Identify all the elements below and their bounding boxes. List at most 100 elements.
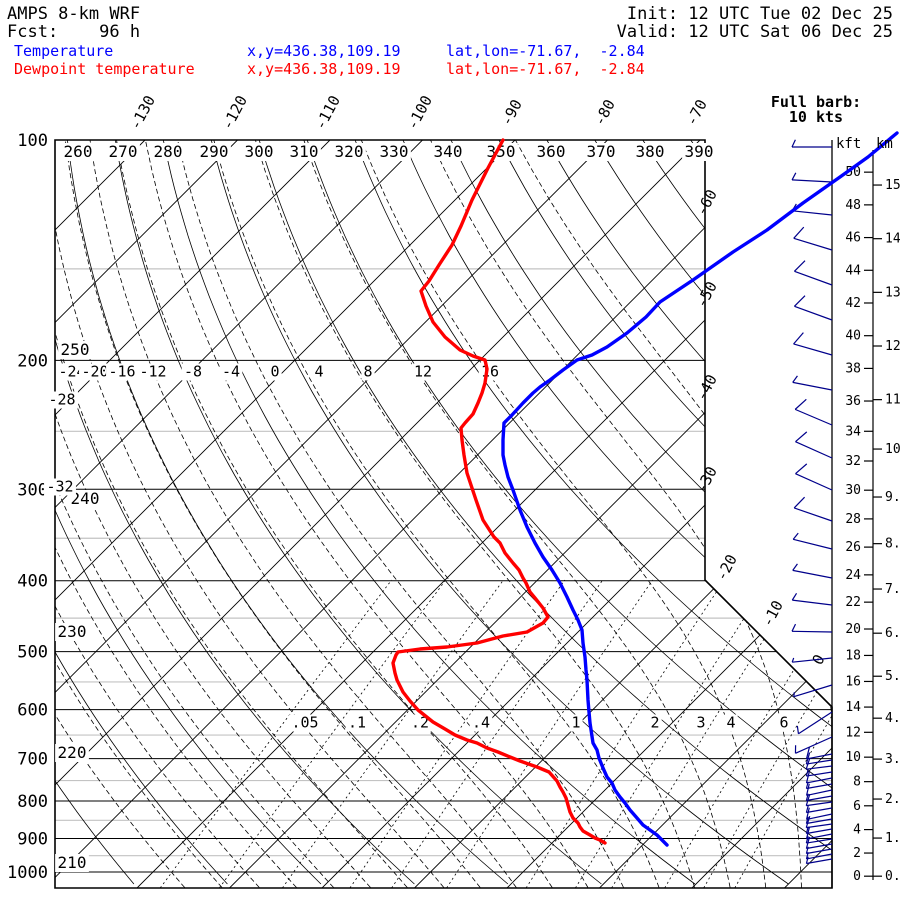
mixing-ratio-label: .2 bbox=[411, 714, 429, 732]
thetaw-label: -8 bbox=[184, 363, 202, 381]
thetaw-label: -12 bbox=[139, 363, 166, 381]
km-tick-label: 7. bbox=[885, 582, 900, 597]
mixing-ratio-label: .05 bbox=[291, 714, 318, 732]
mixing-ratio-label: 1 bbox=[571, 714, 580, 732]
theta-label: 210 bbox=[58, 853, 87, 872]
theta-label: 260 bbox=[64, 142, 93, 161]
thetaw-label: 0 bbox=[270, 363, 279, 381]
full-barb-legend-1: Full barb: bbox=[771, 93, 861, 111]
isotherm-label: -90 bbox=[497, 96, 526, 128]
theta-label: 220 bbox=[58, 743, 87, 762]
km-tick-label: 1. bbox=[885, 831, 900, 846]
theta-label: 230 bbox=[58, 622, 87, 641]
kft-tick-label: 28 bbox=[845, 512, 861, 527]
mixing-ratio-label: .4 bbox=[472, 714, 490, 732]
km-tick-label: 6. bbox=[885, 626, 900, 641]
thetaw-label: 16 bbox=[481, 363, 499, 381]
isotherm-label: -100 bbox=[403, 92, 436, 132]
mixing-ratio-label: 2 bbox=[650, 714, 659, 732]
temperature-latlon: lat,lon=-71.67, -2.84 bbox=[446, 42, 645, 60]
theta-label: 380 bbox=[636, 142, 665, 161]
header: AMPS 8-km WRF Fcst: 96 h Init: 12 UTC Tu… bbox=[7, 4, 893, 152]
kft-tick-label: 12 bbox=[845, 725, 861, 740]
kft-tick-label: 42 bbox=[845, 296, 861, 311]
pressure-label: 900 bbox=[17, 830, 48, 850]
kft-tick-label: 16 bbox=[845, 674, 861, 689]
dewpoint-xy: x,y=436.38,109.19 bbox=[247, 60, 401, 78]
km-tick-label: 3. bbox=[885, 752, 900, 767]
isotherm-label: -30 bbox=[692, 463, 721, 495]
theta-label: 310 bbox=[290, 142, 319, 161]
pressure-label: 600 bbox=[17, 701, 48, 721]
kft-tick-label: 26 bbox=[845, 540, 861, 555]
km-axis-title: km bbox=[876, 136, 893, 152]
km-tick-label: 15. bbox=[885, 178, 900, 193]
full-barb-legend-2: 10 kts bbox=[789, 108, 843, 126]
isotherm-label: -120 bbox=[218, 92, 251, 132]
kft-tick-label: 30 bbox=[845, 483, 861, 498]
kft-tick-label: 48 bbox=[845, 198, 861, 213]
thetaw-label: -32 bbox=[46, 478, 73, 496]
theta-label: 360 bbox=[537, 142, 566, 161]
pressure-label: 400 bbox=[17, 572, 48, 592]
kft-tick-label: 0 bbox=[853, 869, 861, 884]
temperature-xy: x,y=436.38,109.19 bbox=[247, 42, 401, 60]
dewpoint-latlon: lat,lon=-71.67, -2.84 bbox=[446, 60, 645, 78]
valid-time: Valid: 12 UTC Sat 06 Dec 25 bbox=[617, 22, 893, 42]
kft-tick-label: 4 bbox=[853, 823, 861, 838]
wind-barbs bbox=[791, 139, 833, 888]
isotherm-label: -10 bbox=[758, 597, 787, 629]
pressure-label: 300 bbox=[17, 480, 48, 500]
thetaw-label: -20 bbox=[81, 363, 108, 381]
model-title: AMPS 8-km WRF bbox=[7, 4, 140, 24]
pressure-label: 500 bbox=[17, 643, 48, 663]
isotherm-label: -40 bbox=[692, 371, 721, 403]
kft-tick-label: 18 bbox=[845, 648, 861, 663]
theta-label: 270 bbox=[109, 142, 138, 161]
kft-tick-label: 24 bbox=[845, 568, 861, 583]
thetaw-label: 8 bbox=[363, 363, 372, 381]
theta-label: 370 bbox=[587, 142, 616, 161]
mixing-ratio-label: 6 bbox=[779, 714, 788, 732]
thetaw-label: -16 bbox=[108, 363, 135, 381]
theta-label: 250 bbox=[61, 340, 90, 359]
kft-tick-label: 8 bbox=[853, 775, 861, 790]
theta-label: 280 bbox=[154, 142, 183, 161]
kft-tick-label: 14 bbox=[845, 700, 861, 715]
km-tick-label: 10. bbox=[885, 442, 900, 457]
km-tick-label: 12. bbox=[885, 339, 900, 354]
km-tick-label: 4. bbox=[885, 711, 900, 726]
km-tick-label: 8. bbox=[885, 537, 900, 552]
isotherm-label: -130 bbox=[126, 92, 159, 132]
dewpoint-legend: Dewpoint temperature bbox=[14, 60, 195, 78]
mixing-ratio-label: 4 bbox=[726, 714, 735, 732]
theta-label: 290 bbox=[200, 142, 229, 161]
plot-border bbox=[54, 139, 833, 889]
isotherm-label: -110 bbox=[311, 92, 344, 132]
kft-tick-label: 34 bbox=[845, 424, 861, 439]
pressure-label: 800 bbox=[17, 792, 48, 812]
pressure-label: 1000 bbox=[7, 863, 48, 883]
kft-tick-label: 20 bbox=[845, 622, 861, 637]
init-time: Init: 12 UTC Tue 02 Dec 25 bbox=[627, 4, 893, 24]
theta-label: 240 bbox=[71, 489, 100, 508]
theta-label: 330 bbox=[380, 142, 409, 161]
km-tick-label: 2. bbox=[885, 792, 900, 807]
kft-tick-label: 10 bbox=[845, 750, 861, 765]
pressure-label: 700 bbox=[17, 750, 48, 770]
kft-tick-label: 38 bbox=[845, 361, 861, 376]
kft-tick-label: 32 bbox=[845, 454, 861, 469]
dewpoint-trace bbox=[391, 138, 607, 845]
isotherm-label: -80 bbox=[590, 96, 619, 128]
isotherm-label: -60 bbox=[692, 186, 721, 218]
kft-tick-label: 40 bbox=[845, 329, 861, 344]
kft-tick-label: 2 bbox=[853, 846, 861, 861]
kft-axis-title: kft bbox=[836, 136, 861, 152]
mixing-ratio-label: .1 bbox=[348, 714, 366, 732]
theta-label: 320 bbox=[335, 142, 364, 161]
altitude-scales: 0246810121416182022242628303234363840424… bbox=[845, 150, 900, 884]
background-grid bbox=[55, 140, 832, 888]
kft-tick-label: 22 bbox=[845, 595, 861, 610]
